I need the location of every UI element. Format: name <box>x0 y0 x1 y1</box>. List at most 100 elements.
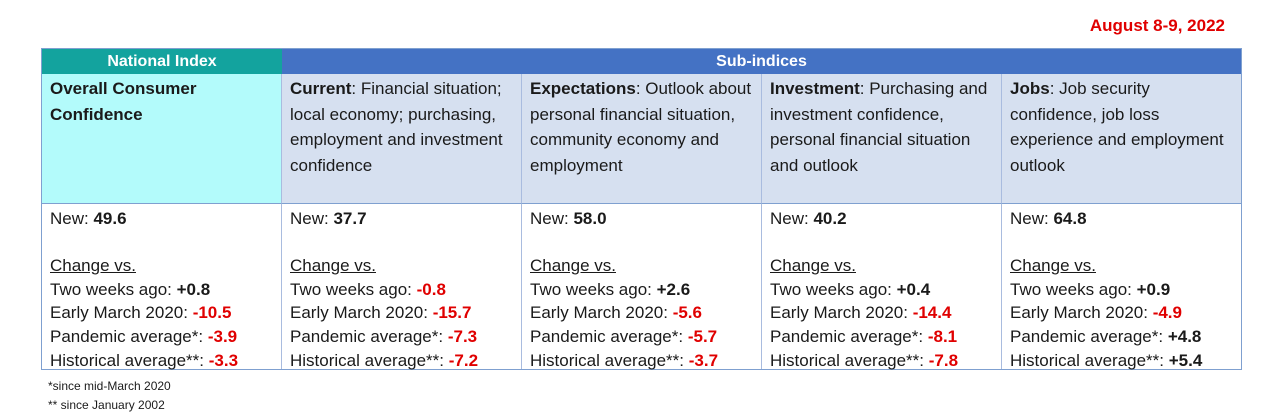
column-title: Expectations <box>530 79 636 98</box>
change-row: Pandemic average*: -7.3 <box>290 325 513 349</box>
column-title: Current <box>290 79 352 98</box>
column-title: Investment <box>770 79 860 98</box>
change-row-value: +0.4 <box>896 279 931 299</box>
change-row-label: Historical average**: <box>50 350 209 370</box>
change-row-label: Two weeks ago: <box>1010 279 1137 299</box>
change-row-value: +0.8 <box>176 279 211 299</box>
overall-confidence-description: Overall Consumer Confidence <box>42 74 282 203</box>
column-description: : Outlook about personal financial situa… <box>530 79 752 175</box>
change-row: Pandemic average*: -3.9 <box>50 325 273 349</box>
new-value-line: New: 49.6 <box>50 207 273 231</box>
change-row-label: Pandemic average*: <box>290 326 448 346</box>
change-row: Two weeks ago: +0.4 <box>770 278 993 302</box>
column-description: : Financial situation; local economy; pu… <box>290 79 503 175</box>
new-value-line: New: 64.8 <box>1010 207 1233 231</box>
sub-indices-header: Sub-indices <box>282 49 1241 74</box>
change-row-label: Two weeks ago: <box>290 279 417 299</box>
change-label: Change vs. <box>770 256 856 276</box>
expectations-values-cell: New: 58.0 Change vs. Two weeks ago: +2.6… <box>522 203 762 370</box>
overall-values-cell: New: 49.6 Change vs. Two weeks ago: +0.8… <box>42 203 282 370</box>
change-label: Change vs. <box>50 256 136 276</box>
change-row-value: +2.6 <box>656 279 691 299</box>
change-row-label: Early March 2020: <box>290 303 433 323</box>
change-row: Early March 2020: -5.6 <box>530 301 753 325</box>
new-value: 49.6 <box>93 209 127 228</box>
change-row-label: Pandemic average*: <box>1010 326 1168 346</box>
column-description: : Purchasing and investment confidence, … <box>770 79 988 175</box>
change-row-value: -3.3 <box>208 350 239 370</box>
change-row: Early March 2020: -10.5 <box>50 301 273 325</box>
change-row-value: -5.7 <box>687 326 718 346</box>
change-row: Historical average**: -3.7 <box>530 349 753 373</box>
current-values-cell: New: 37.7 Change vs. Two weeks ago: -0.8… <box>282 203 522 370</box>
change-row-label: Pandemic average*: <box>530 326 688 346</box>
change-row: Two weeks ago: -0.8 <box>290 278 513 302</box>
change-row-label: Historical average**: <box>1010 350 1169 370</box>
expectations-description: Expectations: Outlook about personal fin… <box>522 74 762 203</box>
change-row: Early March 2020: -4.9 <box>1010 301 1233 325</box>
column-title: Overall Consumer Confidence <box>50 79 197 124</box>
current-description: Current: Financial situation; local econ… <box>282 74 522 203</box>
change-row-value: -4.9 <box>1152 303 1182 323</box>
change-row-value: -7.8 <box>928 350 959 370</box>
change-row-value: +0.9 <box>1136 279 1171 299</box>
change-row: Historical average**: -7.2 <box>290 349 513 373</box>
change-row-label: Two weeks ago: <box>770 279 897 299</box>
change-row-label: Historical average**: <box>770 350 929 370</box>
new-value-line: New: 37.7 <box>290 207 513 231</box>
change-row: Two weeks ago: +0.8 <box>50 278 273 302</box>
consumer-confidence-table: National Index Sub-indices Overall Consu… <box>41 48 1242 370</box>
change-row-value: -3.9 <box>207 326 238 346</box>
change-label: Change vs. <box>290 256 376 276</box>
change-row: Two weeks ago: +2.6 <box>530 278 753 302</box>
jobs-values-cell: New: 64.8 Change vs. Two weeks ago: +0.9… <box>1002 203 1241 370</box>
change-row-value: -15.7 <box>432 303 472 323</box>
investment-values-cell: New: 40.2 Change vs. Two weeks ago: +0.4… <box>762 203 1002 370</box>
change-row-label: Early March 2020: <box>50 303 193 323</box>
change-row: Early March 2020: -14.4 <box>770 301 993 325</box>
footnote-pandemic: *since mid-March 2020 <box>48 379 171 393</box>
new-value: 58.0 <box>573 209 607 228</box>
change-row-value: -10.5 <box>192 303 232 323</box>
change-row: Early March 2020: -15.7 <box>290 301 513 325</box>
new-label: New: <box>50 209 94 228</box>
change-row-value: -0.8 <box>416 279 446 299</box>
change-row: Historical average**: -7.8 <box>770 349 993 373</box>
new-value: 40.2 <box>813 209 847 228</box>
column-description: : Job security confidence, job loss expe… <box>1010 79 1224 175</box>
change-label: Change vs. <box>530 256 616 276</box>
change-label: Change vs. <box>1010 256 1096 276</box>
change-row-value: -5.6 <box>672 303 702 323</box>
change-row-value: -8.1 <box>927 326 958 346</box>
change-row: Historical average**: -3.3 <box>50 349 273 373</box>
change-row: Historical average**: +5.4 <box>1010 349 1233 373</box>
new-label: New: <box>290 209 334 228</box>
change-row-value: -7.3 <box>447 326 478 346</box>
new-value: 37.7 <box>333 209 367 228</box>
change-row-label: Historical average**: <box>530 350 689 370</box>
report-date: August 8-9, 2022 <box>1089 16 1225 35</box>
jobs-description: Jobs: Job security confidence, job loss … <box>1002 74 1241 203</box>
change-row-value: -3.7 <box>688 350 719 370</box>
new-label: New: <box>1010 209 1054 228</box>
footnote-historical: ** since January 2002 <box>48 398 165 412</box>
change-row-label: Pandemic average*: <box>770 326 928 346</box>
change-row-label: Early March 2020: <box>770 303 913 323</box>
new-label: New: <box>530 209 574 228</box>
change-row: Pandemic average*: -5.7 <box>530 325 753 349</box>
new-value-line: New: 58.0 <box>530 207 753 231</box>
change-row: Pandemic average*: -8.1 <box>770 325 993 349</box>
investment-description: Investment: Purchasing and investment co… <box>762 74 1002 203</box>
change-row-label: Two weeks ago: <box>530 279 657 299</box>
change-row-label: Two weeks ago: <box>50 279 177 299</box>
change-row: Pandemic average*: +4.8 <box>1010 325 1233 349</box>
national-index-header: National Index <box>42 49 282 74</box>
change-row-value: -7.2 <box>448 350 479 370</box>
change-row-label: Early March 2020: <box>530 303 673 323</box>
change-row: Two weeks ago: +0.9 <box>1010 278 1233 302</box>
change-row-value: -14.4 <box>912 303 952 323</box>
change-row-value: +4.8 <box>1167 326 1202 346</box>
column-title: Jobs <box>1010 79 1050 98</box>
change-row-value: +5.4 <box>1168 350 1203 370</box>
change-row-label: Historical average**: <box>290 350 449 370</box>
